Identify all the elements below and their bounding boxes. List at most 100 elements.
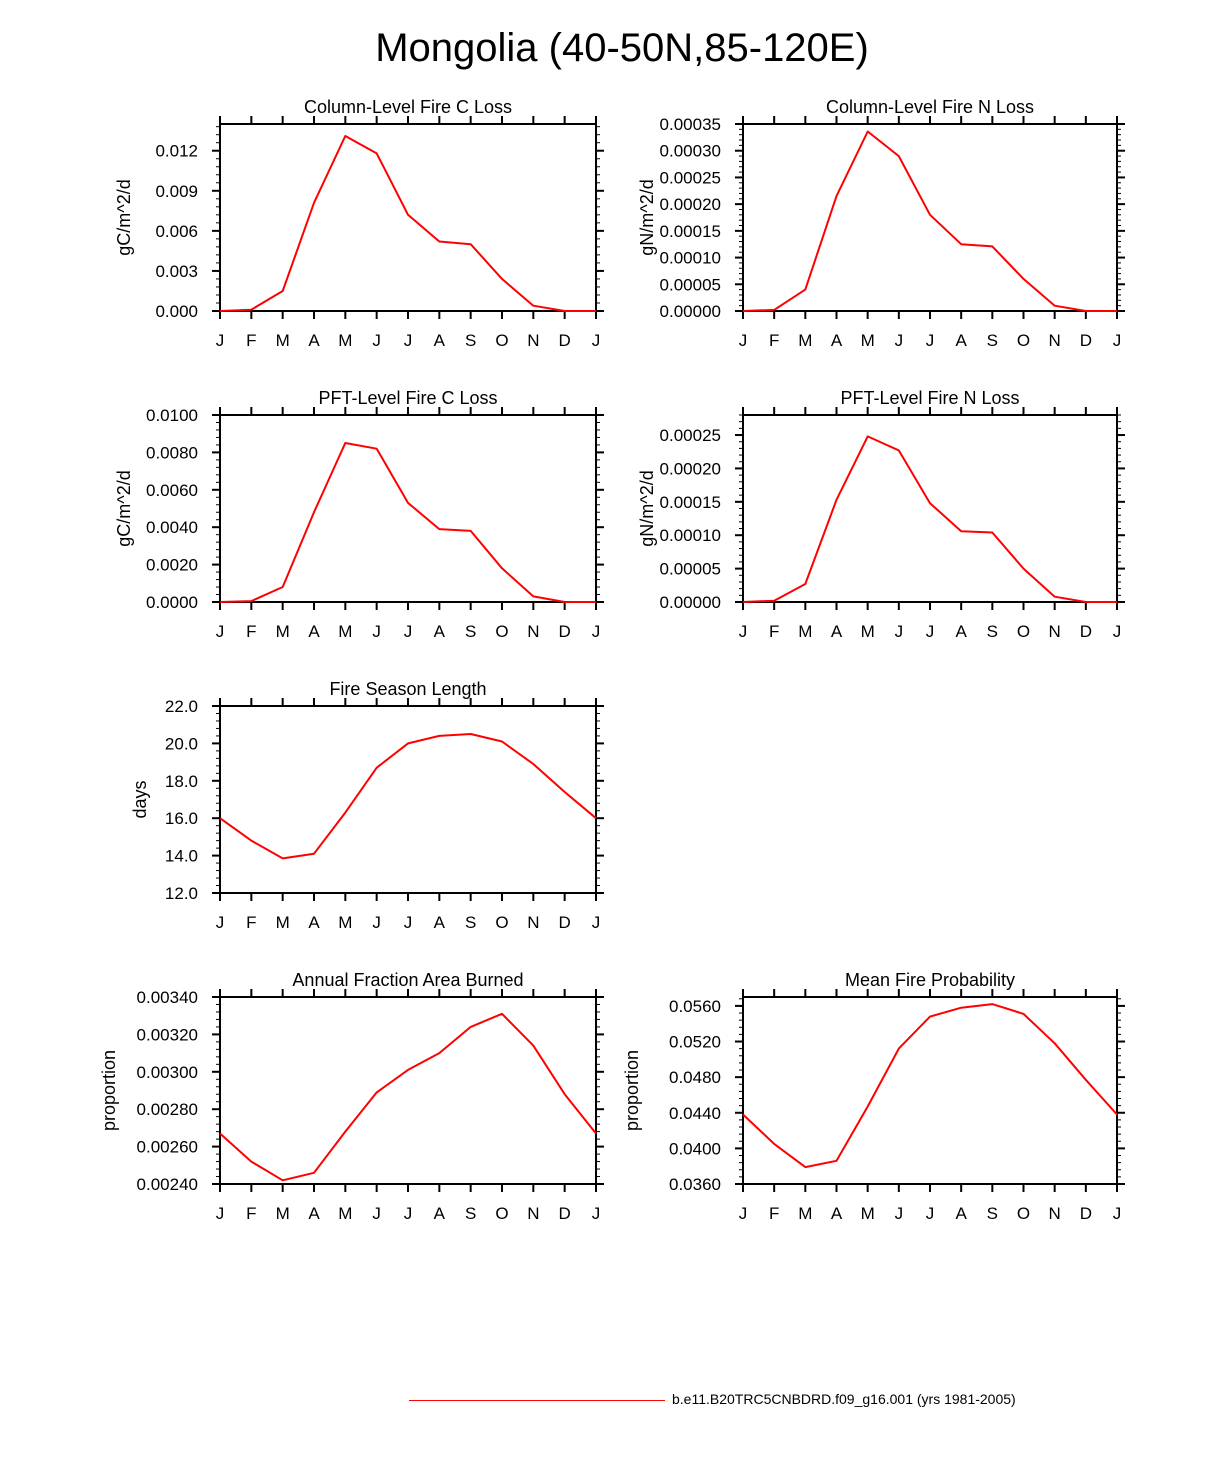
y-tick-label: 0.00320 bbox=[137, 1025, 198, 1044]
x-tick-label: D bbox=[1080, 1204, 1092, 1223]
x-tick-label: S bbox=[465, 1204, 476, 1223]
series-line bbox=[219, 135, 596, 312]
y-tick-label: 0.0040 bbox=[146, 518, 198, 537]
x-tick-label: J bbox=[372, 622, 381, 641]
x-tick-label: N bbox=[527, 331, 539, 350]
x-tick-label: A bbox=[955, 331, 967, 350]
chart-panel-3: J F M A M J J A S O N D J0.00000.00200.00400.00600.0… bbox=[114, 388, 604, 641]
x-tick-label: O bbox=[495, 1204, 508, 1223]
x-tick-label: O bbox=[495, 913, 508, 932]
x-tick-label: A bbox=[831, 331, 843, 350]
x-tick-label: J bbox=[895, 1204, 904, 1223]
x-tick-label: J bbox=[895, 331, 904, 350]
y-tick-label: 0.00015 bbox=[660, 493, 721, 512]
x-tick-label: A bbox=[308, 331, 320, 350]
x-tick-label: A bbox=[308, 913, 320, 932]
x-tick-label: N bbox=[1049, 331, 1061, 350]
x-tick-label: A bbox=[434, 622, 446, 641]
legend-line bbox=[409, 1400, 665, 1401]
x-tick-label: J bbox=[926, 331, 935, 350]
chart-panel-4: J F M A M J J A S O N D J0.000000.000050.000100.0001… bbox=[637, 388, 1125, 641]
chart-title: Mean Fire Probability bbox=[845, 970, 1015, 990]
y-tick-label: 0.0100 bbox=[146, 406, 198, 425]
y-tick-label: 0.00000 bbox=[660, 593, 721, 612]
y-axis-label: days bbox=[130, 780, 150, 818]
plot-frame bbox=[742, 996, 1118, 1185]
x-tick-label: M bbox=[276, 1204, 290, 1223]
x-tick-label: M bbox=[798, 1204, 812, 1223]
x-tick-label: J bbox=[1113, 331, 1122, 350]
y-tick-label: 22.0 bbox=[165, 697, 198, 716]
y-tick-label: 0.00340 bbox=[137, 988, 198, 1007]
y-tick-label: 0.00015 bbox=[660, 222, 721, 241]
x-tick-label: D bbox=[559, 622, 571, 641]
x-tick-label: A bbox=[831, 622, 843, 641]
x-tick-label: D bbox=[1080, 331, 1092, 350]
x-tick-label: A bbox=[434, 913, 446, 932]
plot-frame bbox=[219, 123, 597, 312]
x-tick-label: M bbox=[861, 331, 875, 350]
y-tick-label: 0.003 bbox=[155, 262, 198, 281]
y-tick-label: 0.00240 bbox=[137, 1175, 198, 1194]
x-tick-label: J bbox=[592, 622, 601, 641]
x-tick-label: J bbox=[404, 1204, 413, 1223]
series-line bbox=[742, 130, 1117, 312]
plot-frame bbox=[219, 996, 597, 1185]
x-tick-label: J bbox=[895, 622, 904, 641]
x-tick-label: J bbox=[404, 622, 413, 641]
y-tick-label: 0.00260 bbox=[137, 1138, 198, 1157]
series-line bbox=[742, 1003, 1118, 1169]
y-tick-label: 12.0 bbox=[165, 884, 198, 903]
chart-title: Column-Level Fire N Loss bbox=[826, 97, 1034, 117]
x-tick-label: J bbox=[592, 913, 601, 932]
chart-panel-1: J F M A M J J A S O N D J0.0000.0030.0060.0090.012Co… bbox=[114, 97, 604, 350]
x-tick-label: J bbox=[216, 331, 225, 350]
y-tick-label: 0.0440 bbox=[669, 1104, 721, 1123]
y-tick-label: 0.0080 bbox=[146, 443, 198, 462]
x-tick-label: O bbox=[495, 331, 508, 350]
y-tick-label: 0.006 bbox=[155, 222, 198, 241]
y-tick-label: 0.00005 bbox=[660, 275, 721, 294]
y-tick-label: 0.00010 bbox=[660, 526, 721, 545]
x-tick-label: J bbox=[1113, 1204, 1122, 1223]
x-tick-label: S bbox=[987, 1204, 998, 1223]
y-tick-label: 0.00025 bbox=[660, 426, 721, 445]
x-tick-label: M bbox=[338, 1204, 352, 1223]
y-axis-label: gC/m^2/d bbox=[114, 470, 134, 546]
legend-label: b.e11.B20TRC5CNBDRD.f09_g16.001 (yrs 198… bbox=[672, 1391, 1016, 1407]
y-tick-label: 0.00020 bbox=[660, 195, 721, 214]
y-tick-label: 0.009 bbox=[155, 182, 198, 201]
x-tick-label: F bbox=[769, 331, 779, 350]
x-tick-label: S bbox=[987, 622, 998, 641]
x-tick-label: A bbox=[434, 1204, 446, 1223]
x-tick-label: J bbox=[926, 1204, 935, 1223]
x-tick-label: D bbox=[559, 331, 571, 350]
chart-panel-2: J F M A M J J A S O N D J0.000000.000050.000100.0001… bbox=[637, 97, 1125, 350]
y-tick-label: 0.0000 bbox=[146, 593, 198, 612]
x-tick-label: J bbox=[404, 331, 413, 350]
x-tick-label: M bbox=[276, 913, 290, 932]
x-tick-label: F bbox=[246, 331, 256, 350]
x-tick-label: M bbox=[276, 331, 290, 350]
x-tick-label: A bbox=[831, 1204, 843, 1223]
y-tick-label: 0.00025 bbox=[660, 168, 721, 187]
y-tick-label: 0.00280 bbox=[137, 1100, 198, 1119]
x-tick-label: J bbox=[216, 622, 225, 641]
x-tick-label: N bbox=[527, 1204, 539, 1223]
x-tick-label: J bbox=[739, 1204, 748, 1223]
x-tick-label: A bbox=[308, 1204, 320, 1223]
x-tick-label: S bbox=[465, 622, 476, 641]
page-title: Mongolia (40-50N,85-120E) bbox=[375, 26, 869, 70]
y-axis-label: gN/m^2/d bbox=[637, 179, 657, 255]
x-tick-label: D bbox=[1080, 622, 1092, 641]
y-tick-label: 0.00030 bbox=[660, 142, 721, 161]
x-tick-label: N bbox=[1049, 622, 1061, 641]
plot-frame bbox=[219, 414, 597, 603]
x-tick-label: A bbox=[308, 622, 320, 641]
x-tick-label: J bbox=[372, 331, 381, 350]
x-tick-label: S bbox=[465, 331, 476, 350]
y-tick-label: 0.0360 bbox=[669, 1175, 721, 1194]
y-tick-label: 0.012 bbox=[155, 142, 198, 161]
y-tick-label: 0.0060 bbox=[146, 481, 198, 500]
plot-frame bbox=[742, 414, 1118, 603]
